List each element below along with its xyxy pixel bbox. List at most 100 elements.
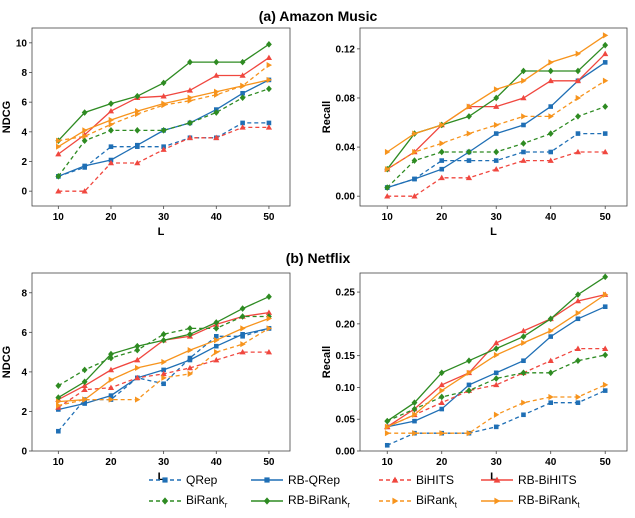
data-point: [160, 93, 167, 99]
legend-swatch: [149, 477, 181, 483]
data-point: [161, 374, 167, 381]
series-qrep: [384, 388, 608, 448]
data-point: [55, 150, 62, 157]
data-point: [548, 334, 554, 339]
data-point: [465, 174, 473, 181]
data-point: [412, 130, 418, 137]
data-point: [240, 82, 246, 89]
data-point: [520, 94, 527, 101]
legend-swatch: [251, 497, 283, 505]
legend-label-text: RB-QRep: [288, 473, 341, 487]
data-point: [493, 103, 500, 109]
data-point: [438, 174, 445, 181]
data-point: [161, 358, 167, 366]
data-point: [186, 87, 194, 93]
data-point: [575, 94, 582, 102]
data-point: [82, 396, 88, 403]
data-point: [602, 273, 609, 281]
data-point: [412, 176, 417, 182]
x-axis-label: L: [158, 226, 165, 238]
data-point: [547, 357, 554, 364]
series-line: [386, 80, 606, 170]
data-point: [521, 412, 526, 418]
data-point: [493, 375, 500, 382]
data-point: [134, 342, 141, 350]
y-tick-label: 6: [21, 98, 27, 109]
data-point: [55, 173, 62, 180]
data-point: [160, 370, 167, 377]
data-point: [493, 345, 500, 352]
data-point: [575, 393, 582, 401]
y-axis-label: NDCG: [1, 346, 13, 378]
y-tick-label: 0.25: [336, 288, 356, 299]
legend-label: BiRankr: [186, 493, 227, 509]
data-point: [134, 159, 141, 166]
data-point: [213, 333, 219, 339]
series-rb-birank-t: [384, 291, 609, 430]
legend: QRep RB-QRep BiHITS RB-BiHITS BiRankr RB-BiRa…: [148, 470, 618, 514]
data-point: [134, 92, 141, 100]
data-point: [55, 188, 62, 194]
data-point: [239, 72, 246, 78]
data-point: [108, 393, 114, 398]
y-tick-label: 0.08: [336, 93, 356, 104]
plot-frame-amazon-recall: [359, 27, 628, 207]
data-point: [493, 370, 499, 376]
data-point: [438, 381, 445, 388]
data-point: [239, 349, 246, 355]
y-tick-label: 0.04: [336, 143, 356, 154]
series-qrep: [384, 131, 608, 190]
data-point: [266, 313, 272, 320]
series-birank-t: [384, 381, 609, 437]
data-point: [439, 166, 445, 172]
y-axis-label: Recall: [321, 101, 333, 133]
y-tick-label: 10: [16, 38, 28, 49]
x-tick-label: 20: [436, 457, 448, 468]
data-point: [266, 76, 273, 84]
data-point: [160, 79, 167, 87]
x-tick-label: 40: [211, 212, 223, 223]
data-point: [239, 305, 246, 312]
x-tick-label: 10: [53, 212, 65, 223]
data-point: [548, 149, 554, 155]
legend-label-text: BiRank: [416, 492, 455, 507]
data-point: [135, 107, 141, 115]
data-point: [56, 143, 62, 150]
legend-item-birank-t: BiRankt: [378, 491, 457, 511]
data-point: [213, 58, 220, 66]
legend-label: RB-BiHITS: [518, 473, 577, 487]
data-point: [160, 331, 167, 338]
data-point: [108, 354, 114, 362]
data-point: [82, 133, 88, 140]
data-point: [187, 119, 193, 127]
data-point: [602, 60, 608, 65]
data-point: [438, 148, 445, 156]
series-line: [386, 347, 606, 428]
legend-label-text: BiRank: [186, 492, 225, 507]
x-tick-label: 40: [211, 457, 223, 468]
data-point: [466, 103, 473, 110]
legend-label-subscript: t: [454, 500, 457, 510]
data-point: [602, 148, 609, 155]
data-point: [602, 345, 609, 351]
y-tick-label: 8: [21, 288, 27, 299]
data-point: [266, 315, 273, 322]
legend-swatch: [379, 497, 411, 505]
data-point: [186, 364, 194, 371]
x-tick-label: 30: [158, 212, 170, 223]
plot-frame-netflix-recall: [359, 272, 628, 452]
series-line: [58, 64, 270, 142]
data-point: [547, 315, 554, 323]
data-point: [521, 339, 527, 347]
y-axis-label: Recall: [321, 346, 333, 378]
series-birank-r: [55, 85, 272, 180]
data-point: [82, 401, 87, 406]
y-tick-label: 0.00: [336, 447, 356, 458]
data-point: [266, 61, 273, 69]
series-bihits: [55, 124, 273, 194]
data-point: [466, 148, 472, 156]
series-rb-birank-r: [55, 41, 272, 145]
x-tick-label: 40: [545, 212, 557, 223]
data-point: [575, 309, 582, 317]
data-point: [602, 50, 609, 57]
